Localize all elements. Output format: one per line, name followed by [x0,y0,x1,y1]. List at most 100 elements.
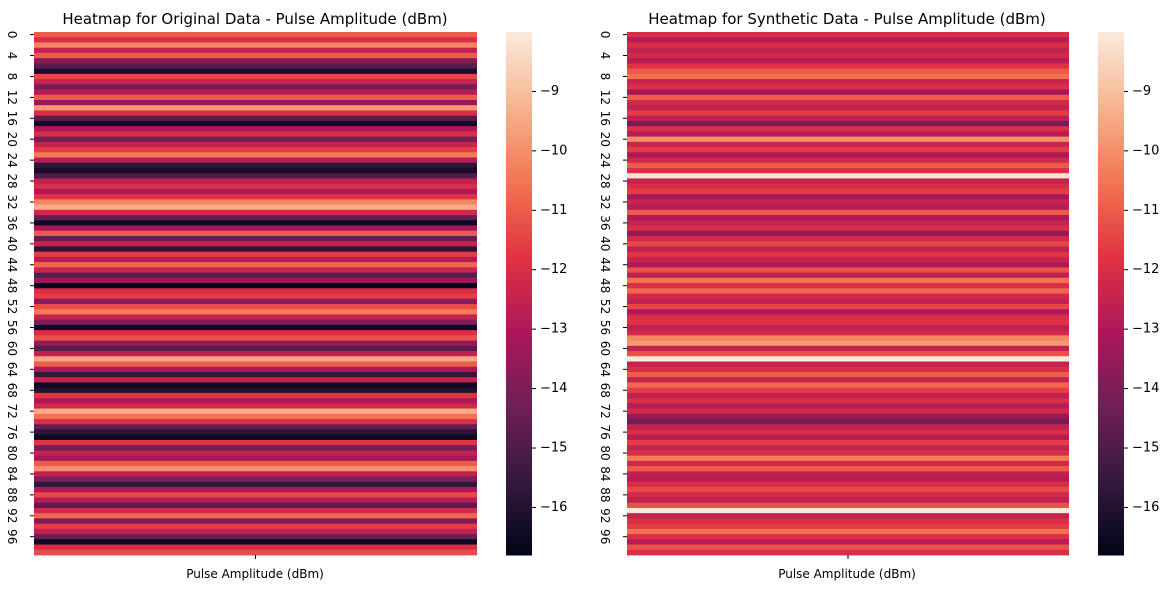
heatmap-cell [34,466,477,472]
colorbar-tick-label: −12 [540,262,567,277]
colorbar-segment [1098,472,1124,478]
heatmap-cell [627,267,1069,273]
colorbar-segment [506,149,532,155]
heatmap-cell [627,63,1069,70]
heatmap-cell [627,89,1069,96]
colorbar-tick-label: −13 [1132,322,1159,337]
colorbar-segment [506,493,532,499]
heatmap-cell [34,356,477,362]
colorbar-segment [1098,249,1124,255]
y-axis-ticks: 0481216202428323640444852566064687276808… [5,31,34,544]
heatmap-cell [627,188,1069,195]
colorbar-segment [506,193,532,199]
colorbar-segment [506,324,532,329]
colorbar-segment [1098,132,1124,138]
heatmap-cell [627,157,1069,164]
y-tick-label: 76 [598,424,612,439]
colorbar-segment [506,145,532,151]
heatmap-cell [34,183,477,190]
colorbar-segment [1098,88,1124,94]
y-tick-label: 40 [5,236,19,251]
colorbar-segment [506,389,532,395]
colorbar-segment [1098,480,1124,486]
heatmap-cell [34,157,477,164]
y-tick-label: 4 [5,52,19,60]
colorbar-segment [506,498,532,504]
colorbar-segment [1098,432,1124,438]
colorbar-segment [1098,53,1124,59]
y-tick-label: 20 [5,132,19,147]
heatmap-cell [34,439,477,446]
colorbar-segment [506,241,532,247]
chart-title: Heatmap for Original Data - Pulse Amplit… [62,10,447,28]
heatmap-cell [34,544,477,551]
heatmap-cells [34,32,477,556]
heatmap-cell [34,445,477,451]
heatmap-cell [627,303,1069,310]
colorbar-segment [506,376,532,382]
colorbar-segment [506,393,532,399]
y-tick-label: 88 [598,487,612,502]
heatmap-cell [627,152,1069,158]
colorbar-segment [506,520,532,525]
colorbar-segment [1098,297,1124,303]
heatmap-cell [627,288,1069,294]
heatmap-cell [627,492,1069,498]
heatmap-cell [627,262,1069,268]
heatmap-cell [34,283,477,289]
heatmap-cell [627,419,1069,425]
heatmap-cell [627,58,1069,64]
colorbar-segment [506,228,532,233]
colorbar-segment [506,341,532,347]
heatmap-cell [34,52,477,59]
colorbar-segment [506,541,532,547]
colorbar-segment [1098,385,1124,390]
y-tick-label: 48 [598,278,612,293]
colorbar-segment [1098,454,1124,460]
colorbar-segment [506,101,532,107]
y-tick-label: 56 [598,320,612,335]
colorbar-segment [506,284,532,290]
colorbar-segment [506,319,532,325]
heatmap-cell [34,471,477,477]
heatmap-cell [627,32,1069,38]
colorbar-segment [506,280,532,286]
colorbar-segment [1098,232,1124,238]
heatmap-cell [34,398,477,404]
heatmap-cell [627,377,1069,383]
heatmap-cell [34,199,477,205]
heatmap-cell [34,194,477,200]
colorbar-segment [506,485,532,491]
y-tick-label: 80 [598,445,612,460]
heatmap-cell [627,293,1069,300]
colorbar-segment [506,97,532,103]
colorbar-segment [506,502,532,508]
colorbar-segment [506,136,532,142]
colorbar-segment [506,36,532,42]
heatmap-cell [34,460,477,467]
heatmap-cell [34,330,477,336]
colorbar-segment [506,93,532,98]
y-axis-ticks: 0481216202428323640444852566064687276808… [598,31,627,544]
heatmap-cell [34,136,477,143]
colorbar-segment [1098,541,1124,547]
heatmap-cell [34,481,477,488]
colorbar-segment [506,432,532,438]
y-tick-label: 44 [598,257,612,272]
colorbar-segment [1098,507,1124,512]
colorbar-tick-label: −10 [1132,143,1159,158]
colorbar-segment [1098,110,1124,116]
heatmap-cell [34,235,477,242]
heatmap-cell [627,37,1069,43]
heatmap-cell [627,549,1069,556]
colorbar-tick-label: −13 [540,322,567,337]
colorbar-segment [506,419,532,425]
heatmap-cell [627,392,1069,399]
colorbar-segment [506,480,532,486]
colorbar-segment [1098,84,1124,90]
colorbar-segment [1098,188,1124,194]
colorbar-segment [506,476,532,482]
colorbar-segment [506,184,532,190]
colorbar-segment [506,123,532,129]
colorbar-segment [1098,79,1124,85]
